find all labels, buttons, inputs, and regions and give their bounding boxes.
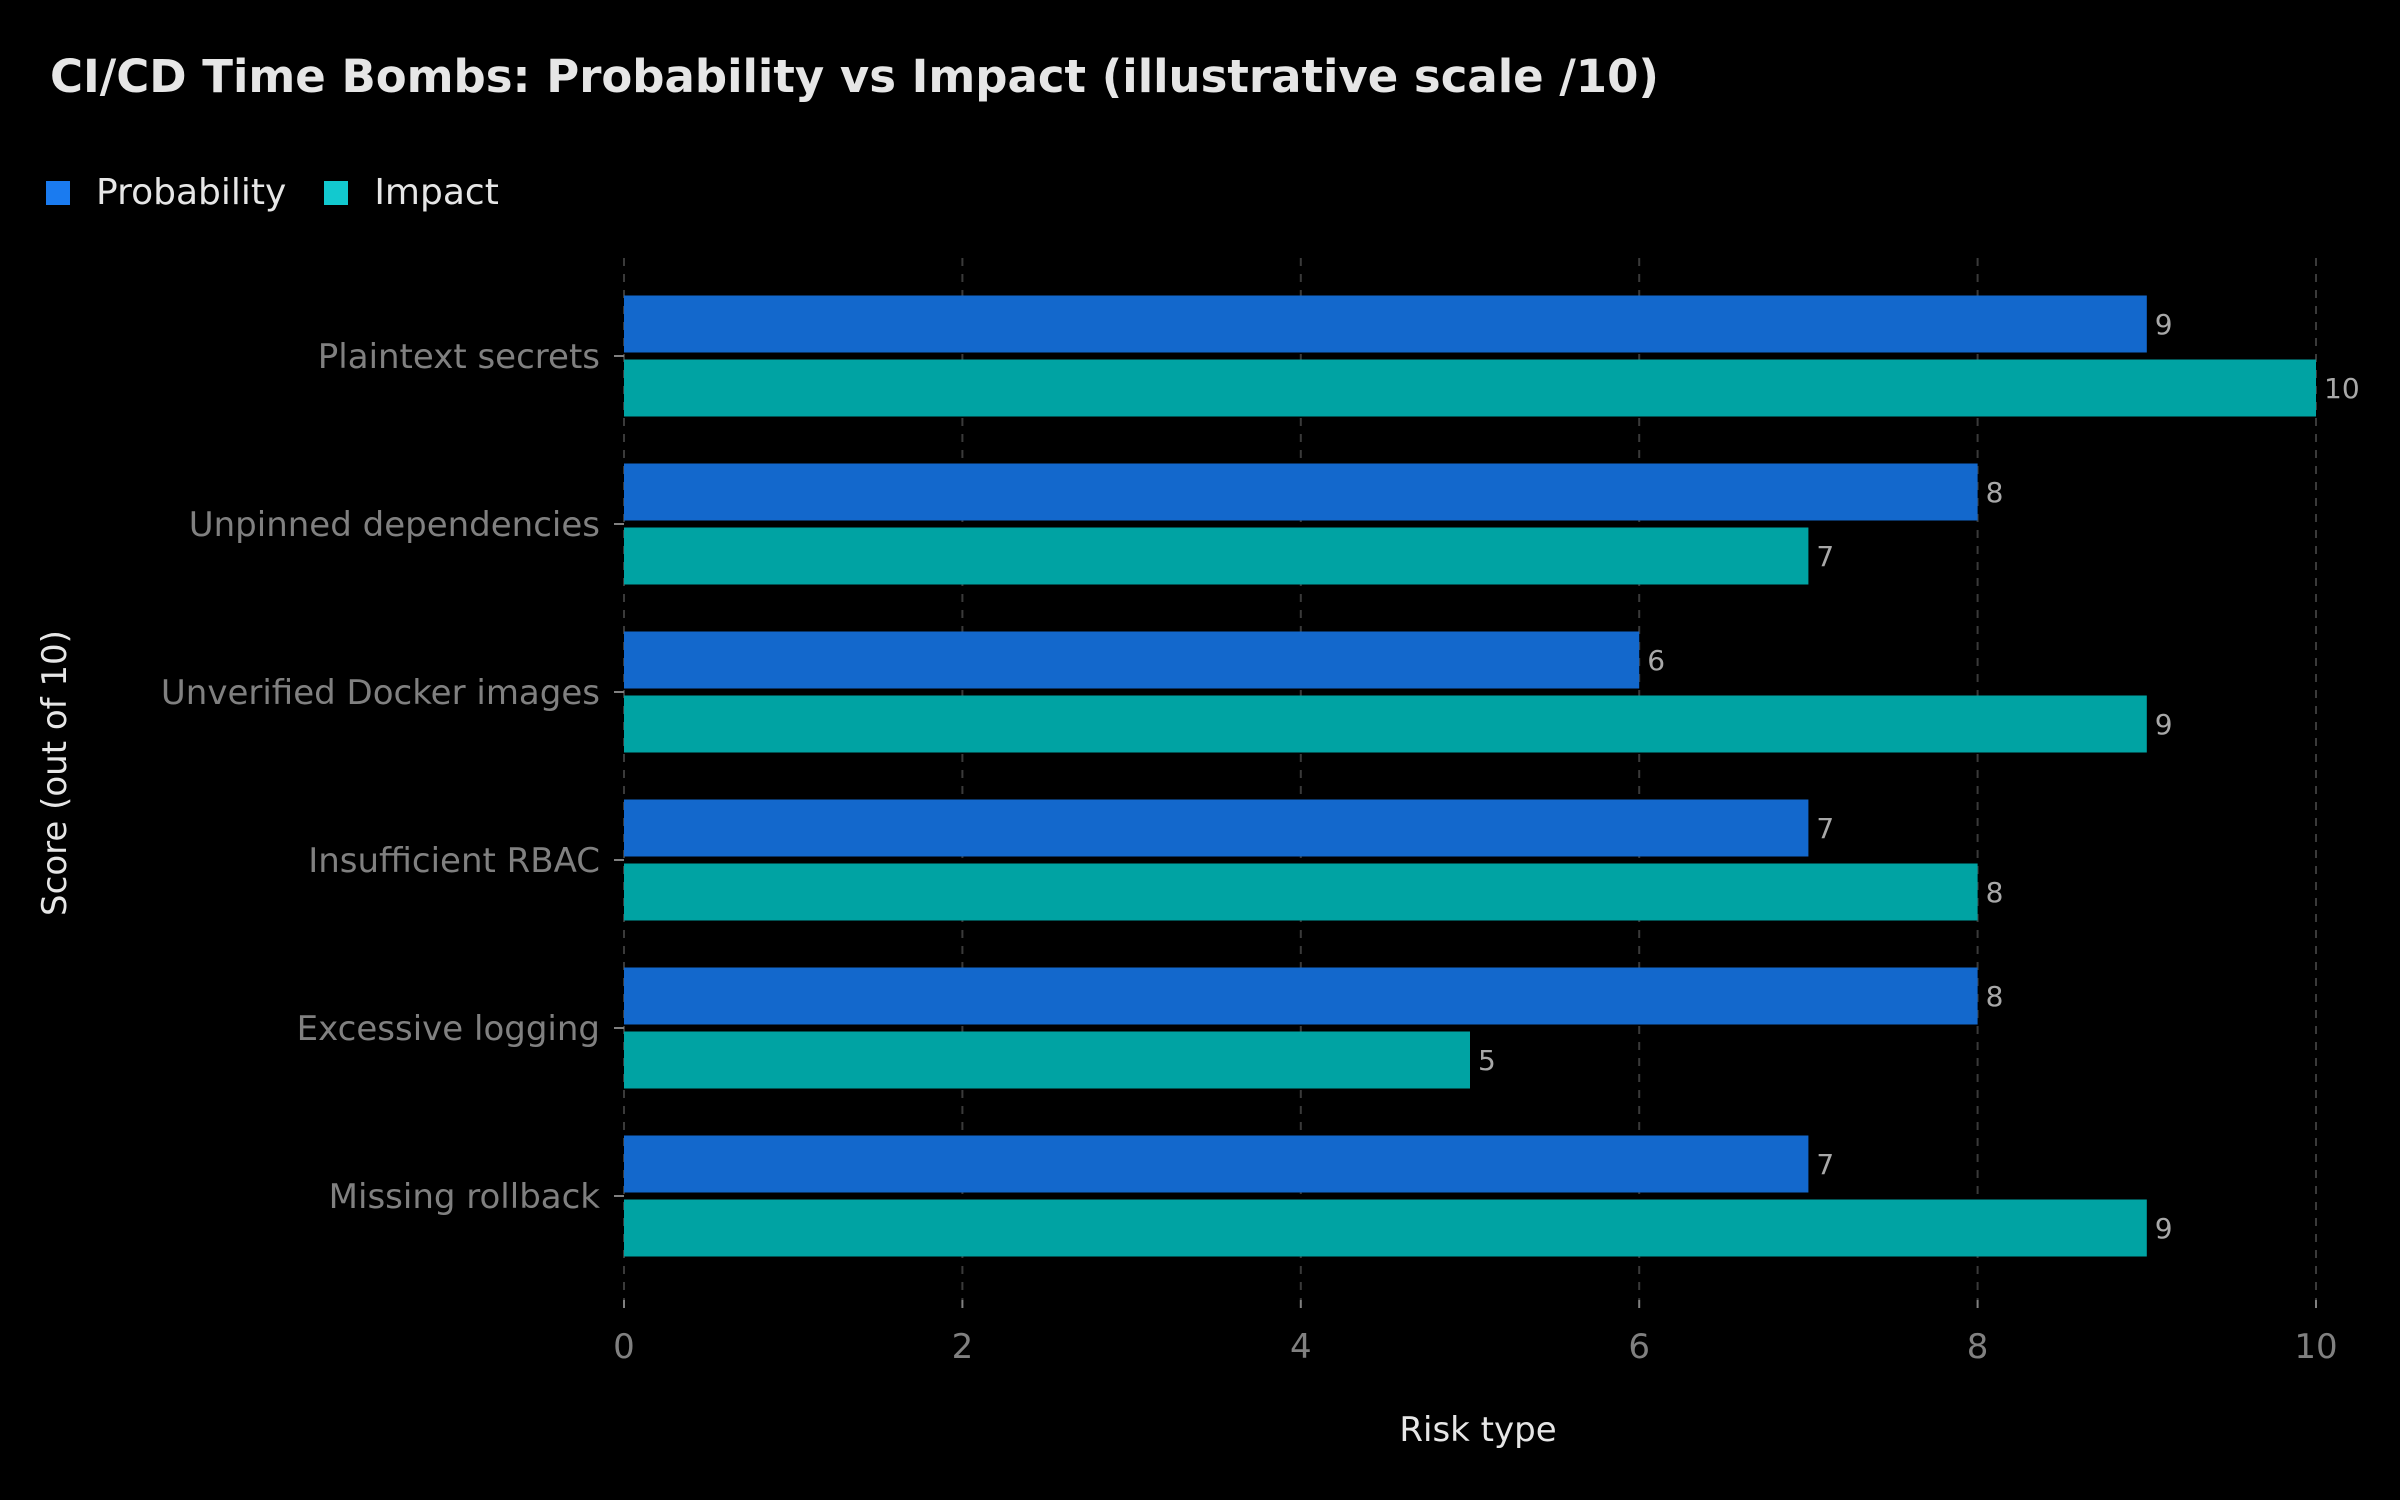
- bar-probability: [624, 463, 1978, 521]
- bars-layer: [624, 295, 2316, 1257]
- category-label: Insufficient RBAC: [308, 841, 600, 881]
- data-label: 8: [1986, 980, 2004, 1013]
- data-label: 9: [2155, 1212, 2173, 1245]
- grid-layer: [614, 258, 2317, 1308]
- bar-probability: [624, 1135, 1809, 1193]
- bar-impact: [624, 527, 1809, 585]
- bar-impact: [624, 359, 2316, 417]
- labels-layer: 0 2 4 6 8 10 Plaintext secrets 9 10 Unpinned depe…: [161, 308, 2360, 1367]
- bar-probability: [624, 295, 2147, 353]
- x-axis-label: Risk type: [1399, 1410, 1556, 1450]
- bar-impact: [624, 1031, 1470, 1089]
- x-tick-label: 0: [613, 1327, 635, 1367]
- x-tick-label: 2: [952, 1327, 974, 1367]
- category-label: Unverified Docker images: [161, 673, 600, 713]
- legend-item-probability: Probability: [46, 172, 286, 213]
- data-label: 7: [1816, 540, 1834, 573]
- category-label: Unpinned dependencies: [189, 505, 600, 545]
- category-label: Missing rollback: [329, 1177, 601, 1217]
- data-label: 9: [2155, 708, 2173, 741]
- chart-title: CI/CD Time Bombs: Probability vs Impact …: [50, 50, 1659, 103]
- data-label: 7: [1816, 1148, 1834, 1181]
- x-tick-label: 6: [1628, 1327, 1650, 1367]
- x-tick-label: 8: [1967, 1327, 1989, 1367]
- x-tick-label: 4: [1290, 1327, 1312, 1367]
- data-label: 7: [1816, 812, 1834, 845]
- legend-swatch-probability: [46, 180, 70, 205]
- bar-probability: [624, 631, 1640, 689]
- data-label: 8: [1986, 876, 2004, 909]
- legend-label-impact: Impact: [374, 172, 499, 213]
- bar-impact: [624, 863, 1978, 921]
- legend: Probability Impact: [46, 172, 537, 213]
- data-label: 5: [1478, 1044, 1496, 1077]
- bar-impact: [624, 695, 2147, 753]
- category-label: Excessive logging: [297, 1009, 600, 1049]
- data-label: 8: [1986, 476, 2004, 509]
- bar-probability: [624, 799, 1809, 857]
- bar-impact: [624, 1199, 2147, 1257]
- legend-item-impact: Impact: [324, 172, 499, 213]
- x-tick-label: 10: [2294, 1327, 2337, 1367]
- legend-swatch-impact: [324, 180, 349, 205]
- data-label: 10: [2324, 372, 2360, 405]
- legend-label-probability: Probability: [96, 172, 287, 213]
- bar-probability: [624, 967, 1978, 1025]
- category-label: Plaintext secrets: [318, 337, 600, 377]
- data-label: 9: [2155, 308, 2173, 341]
- y-axis-label: Score (out of 10): [35, 630, 75, 916]
- data-label: 6: [1647, 644, 1665, 677]
